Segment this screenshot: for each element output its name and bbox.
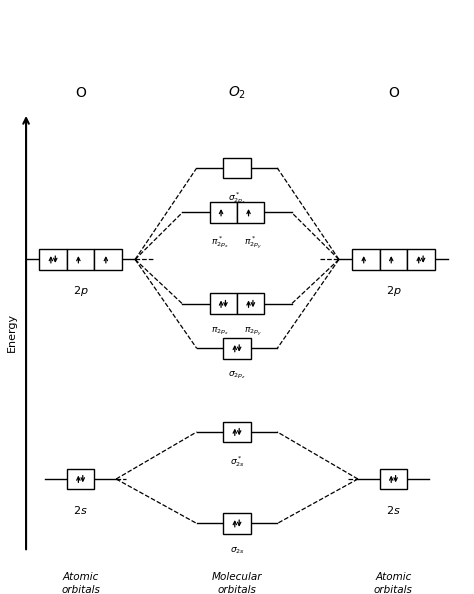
Bar <box>223 157 251 178</box>
Text: $2p$: $2p$ <box>386 284 401 298</box>
Text: $\sigma^*_{2s}$: $\sigma^*_{2s}$ <box>229 454 245 469</box>
Text: O: O <box>388 86 399 100</box>
Text: $\sigma_{2p_z}$: $\sigma_{2p_z}$ <box>228 370 246 381</box>
Bar <box>210 293 237 314</box>
Text: $\pi^*_{2p_x}$: $\pi^*_{2p_x}$ <box>211 235 229 250</box>
Text: Atomic
orbitals: Atomic orbitals <box>374 573 413 594</box>
Text: $2s$: $2s$ <box>386 504 401 516</box>
Bar <box>237 202 264 223</box>
Text: Atomic
orbitals: Atomic orbitals <box>61 573 100 594</box>
Bar <box>67 249 94 270</box>
Text: $\sigma^*_{2p_z}$: $\sigma^*_{2p_z}$ <box>228 190 246 206</box>
Text: Energy: Energy <box>7 313 17 352</box>
Text: $O_2$: $O_2$ <box>228 85 246 102</box>
Text: $\pi_{2p_x}$: $\pi_{2p_x}$ <box>211 326 229 337</box>
Text: $2s$: $2s$ <box>73 504 88 516</box>
Bar <box>237 293 264 314</box>
Bar <box>39 249 67 270</box>
Text: O: O <box>75 86 86 100</box>
Bar <box>223 338 251 359</box>
Text: Molecular
orbitals: Molecular orbitals <box>212 573 262 594</box>
Bar <box>380 249 407 270</box>
Bar <box>407 249 435 270</box>
Text: $\pi_{2p_y}$: $\pi_{2p_y}$ <box>245 326 263 339</box>
Bar <box>67 469 94 489</box>
Bar <box>380 469 407 489</box>
Bar <box>210 202 237 223</box>
Text: $\pi^*_{2p_y}$: $\pi^*_{2p_y}$ <box>245 235 263 251</box>
Bar <box>352 249 380 270</box>
Text: $2p$: $2p$ <box>73 284 88 298</box>
Bar <box>223 513 251 534</box>
Text: $\sigma_{2s}$: $\sigma_{2s}$ <box>229 545 245 556</box>
Bar <box>94 249 122 270</box>
Bar <box>223 422 251 443</box>
